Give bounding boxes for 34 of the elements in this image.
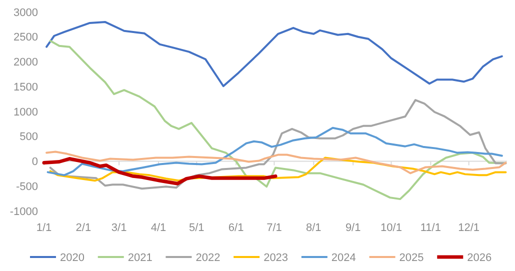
legend-label: 2021	[128, 252, 152, 264]
x-tick-label: 3/1	[111, 222, 127, 234]
line-series	[46, 20, 503, 88]
y-tick-label: 1000	[14, 106, 38, 118]
legend-label: 2022	[196, 252, 220, 264]
line-series	[49, 99, 507, 190]
line-series	[42, 157, 278, 186]
x-tick-label: 6/1	[228, 222, 244, 234]
legend-label: 2026	[467, 252, 492, 264]
y-tick-label: 2000	[14, 56, 38, 69]
y-tick-label: 3000	[14, 6, 38, 19]
legend-label: 2023	[264, 252, 288, 264]
line-series	[49, 156, 507, 182]
x-tick-label: 11/1	[420, 222, 441, 234]
x-tick-label: 5/1	[188, 222, 204, 234]
legend-label: 2020	[60, 252, 84, 264]
y-tick-label: -1000	[10, 206, 38, 218]
legend-label: 2024	[331, 252, 356, 264]
y-tick-label: 2500	[14, 32, 38, 44]
x-tick-label: 1/1	[36, 222, 52, 234]
x-tick-label: 10/1	[380, 222, 402, 234]
x-tick-label: 8/1	[306, 222, 322, 234]
y-tick-label: 500	[20, 131, 38, 144]
y-tick-label: -500	[16, 180, 38, 193]
legend-label: 2025	[399, 252, 424, 264]
x-tick-label: 4/1	[150, 222, 166, 234]
x-tick-label: 2/1	[76, 222, 92, 234]
x-tick-label: 9/1	[345, 222, 361, 234]
x-tick-label: 12/1	[458, 222, 480, 234]
y-tick-label: 0	[32, 156, 38, 168]
line-series	[46, 150, 507, 174]
x-tick-label: 7/1	[266, 222, 282, 234]
line-series	[46, 126, 503, 176]
y-tick-label: 1500	[14, 81, 38, 94]
